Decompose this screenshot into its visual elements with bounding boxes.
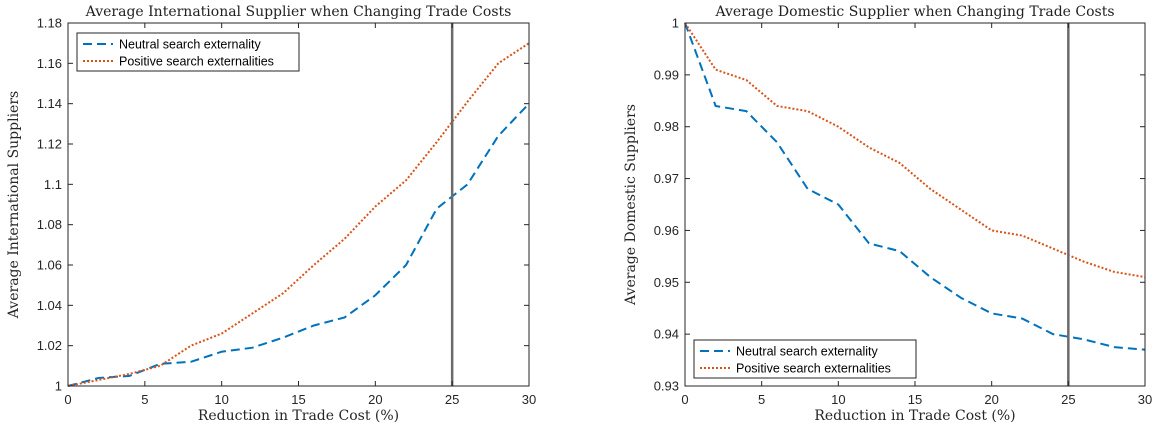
- chart-title: Average International Supplier when Chan…: [85, 4, 512, 20]
- y-tick-label: 1.12: [37, 137, 62, 152]
- y-axis-label: Average Domestic Suppliers: [623, 104, 639, 306]
- y-tick-label: 0.95: [654, 275, 679, 290]
- x-tick-label: 0: [64, 392, 71, 407]
- x-tick-label: 5: [758, 392, 765, 407]
- chart-title: Average Domestic Supplier when Changing …: [714, 4, 1114, 20]
- y-tick-label: 1.06: [37, 258, 62, 273]
- chart-panel-1: Average International Supplier when Chan…: [6, 4, 536, 424]
- y-tick-label: 0.99: [654, 67, 679, 82]
- y-tick-label: 1.02: [37, 338, 62, 353]
- y-tick-label: 1: [55, 379, 62, 394]
- legend-label: Positive search externalities: [119, 55, 274, 69]
- y-tick-label: 1.16: [37, 56, 62, 71]
- x-tick-label: 25: [445, 392, 459, 407]
- y-tick-label: 0.94: [654, 327, 679, 342]
- x-tick-label: 10: [214, 392, 228, 407]
- legend: Neutral search externality Positive searc…: [76, 32, 300, 72]
- y-tick-label: 1: [672, 16, 679, 31]
- legend-label: Positive search externalities: [736, 362, 891, 376]
- series-line-positive: [67, 42, 530, 387]
- y-tick-label: 1.08: [37, 217, 62, 232]
- chart-panel-2: Average Domestic Supplier when Changing …: [623, 4, 1152, 424]
- x-axis-label: Reduction in Trade Cost (%): [814, 408, 1015, 424]
- x-tick-label: 0: [681, 392, 688, 407]
- axes-box: [684, 22, 1146, 387]
- y-tick-label: 1.14: [37, 96, 62, 111]
- series-line-positive: [684, 22, 1146, 279]
- x-tick-label: 30: [1138, 392, 1152, 407]
- x-axis-label: Reduction in Trade Cost (%): [198, 408, 399, 424]
- x-tick-label: 20: [984, 392, 998, 407]
- y-tick-label: 0.93: [654, 379, 679, 394]
- y-tick-label: 1.04: [37, 298, 62, 313]
- series-line-neutral: [67, 102, 530, 387]
- y-tick-label: 0.97: [654, 171, 679, 186]
- legend-label: Neutral search externality: [736, 345, 878, 359]
- legend-box: [76, 32, 300, 72]
- legend-box: [693, 339, 917, 379]
- x-tick-label: 30: [522, 392, 536, 407]
- x-tick-label: 5: [141, 392, 148, 407]
- y-tick-label: 0.96: [654, 223, 679, 238]
- x-tick-label: 15: [291, 392, 305, 407]
- x-tick-label: 20: [368, 392, 382, 407]
- y-tick-label: 1.18: [37, 16, 62, 31]
- series-line-neutral: [684, 22, 1146, 351]
- legend-label: Neutral search externality: [119, 38, 261, 52]
- x-tick-label: 25: [1061, 392, 1075, 407]
- y-axis-label: Average International Suppliers: [6, 91, 22, 319]
- x-tick-label: 10: [831, 392, 845, 407]
- y-tick-label: 1.1: [44, 177, 62, 192]
- x-tick-label: 15: [908, 392, 922, 407]
- y-tick-label: 0.98: [654, 119, 679, 134]
- legend: Neutral search externality Positive searc…: [693, 339, 917, 379]
